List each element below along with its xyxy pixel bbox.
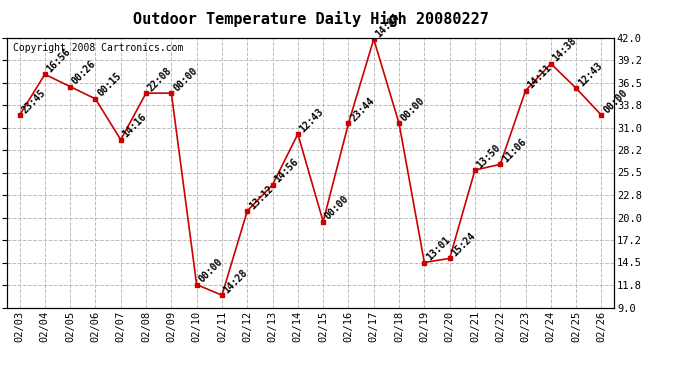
Text: 11:06: 11:06	[500, 136, 528, 164]
Text: 14:38: 14:38	[551, 36, 579, 64]
Text: 16:56: 16:56	[45, 46, 72, 74]
Text: 12:43: 12:43	[298, 106, 326, 134]
Text: 14:28: 14:28	[222, 267, 250, 295]
Text: 12:43: 12:43	[576, 60, 604, 88]
Text: 13:50: 13:50	[475, 142, 503, 170]
Text: 14:11: 14:11	[526, 63, 553, 91]
Text: 00:00: 00:00	[323, 194, 351, 222]
Text: 15:24: 15:24	[450, 231, 477, 258]
Text: 22:08: 22:08	[146, 65, 174, 93]
Text: 00:00: 00:00	[399, 96, 427, 123]
Text: 13:01: 13:01	[424, 235, 452, 262]
Text: Outdoor Temperature Daily High 20080227: Outdoor Temperature Daily High 20080227	[132, 11, 489, 27]
Text: 00:15: 00:15	[95, 71, 124, 99]
Text: 23:45: 23:45	[19, 87, 48, 115]
Text: 14:04: 14:04	[374, 11, 402, 39]
Text: 00:00: 00:00	[197, 257, 224, 285]
Text: 00:26: 00:26	[70, 59, 98, 87]
Text: 00:00: 00:00	[602, 87, 629, 115]
Text: Copyright 2008 Cartronics.com: Copyright 2008 Cartronics.com	[13, 43, 184, 53]
Text: 13:12: 13:12	[247, 183, 275, 211]
Text: 14:56: 14:56	[273, 157, 300, 185]
Text: 14:16: 14:16	[121, 112, 148, 140]
Text: 23:44: 23:44	[348, 96, 376, 123]
Text: 00:00: 00:00	[171, 65, 199, 93]
